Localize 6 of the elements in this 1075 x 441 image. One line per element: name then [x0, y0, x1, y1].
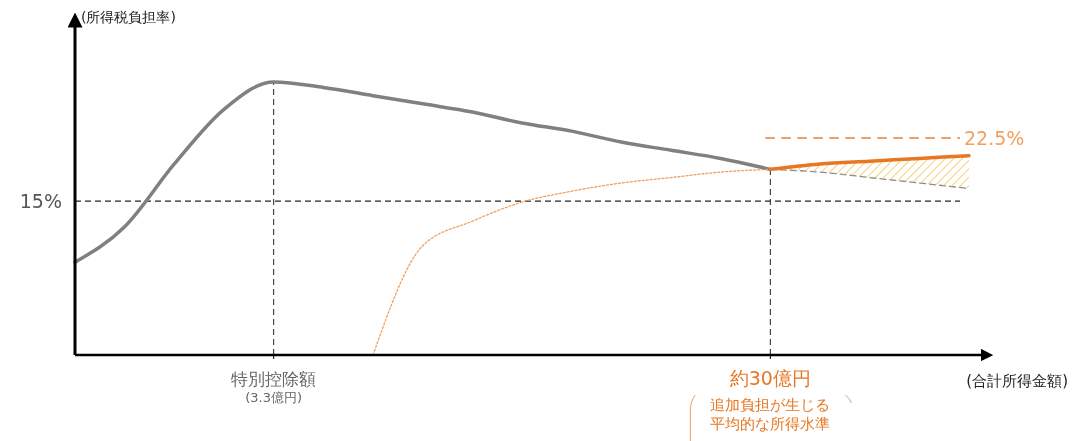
x-axis-title: (合計所得金額)	[966, 372, 1068, 390]
text: 追加負担が生じる平均的な所得水準	[710, 396, 831, 433]
annotation: 22.5%	[964, 126, 1025, 149]
text: 15%	[19, 190, 62, 213]
x-tick-label: 約30億円	[729, 367, 811, 389]
y-axis-title: (所得税負担率)	[81, 9, 176, 25]
